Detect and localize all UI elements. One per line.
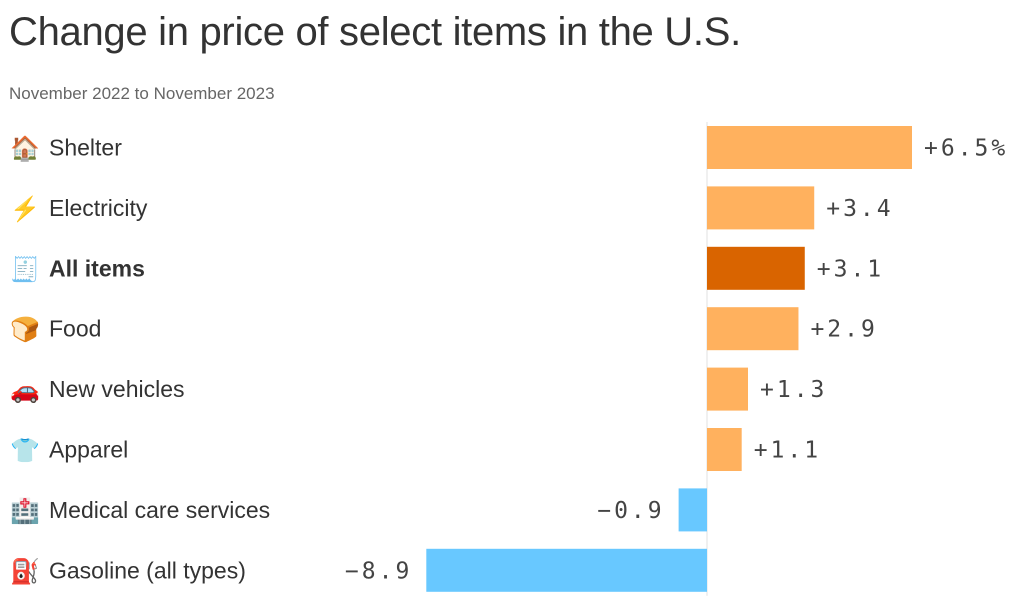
category-label: All items: [49, 255, 145, 281]
bar-shelter: [707, 126, 912, 169]
value-label: +1.1: [754, 438, 821, 464]
chart-subtitle: November 2022 to November 2023: [9, 84, 275, 103]
value-label: −0.9: [597, 498, 664, 524]
house-icon: 🏠: [10, 136, 40, 163]
category-label: Apparel: [49, 437, 128, 463]
bar-food: [707, 307, 799, 351]
category-label: Shelter: [49, 135, 122, 161]
category-label: Medical care services: [49, 497, 270, 523]
hospital-icon: 🏥: [10, 497, 40, 525]
value-label: +3.4: [826, 196, 893, 222]
bar-apparel: [707, 428, 742, 471]
category-label: Gasoline (all types): [49, 557, 246, 583]
receipt-icon: 🧾: [10, 255, 40, 283]
car-icon: 🚗: [10, 378, 40, 404]
value-label: +1.3: [760, 377, 827, 403]
fuel-pump-icon: ⛽: [10, 557, 40, 585]
value-label: +3.1: [817, 256, 884, 282]
bar-medical-care-services: [678, 488, 707, 532]
value-label: +6.5%: [924, 136, 1008, 162]
category-label: New vehicles: [49, 376, 185, 402]
bar-new-vehicles: [707, 367, 748, 411]
category-label: Electricity: [49, 195, 148, 221]
value-label: −8.9: [345, 558, 412, 584]
value-label: +2.9: [810, 317, 877, 343]
tshirt-icon: 👕: [10, 438, 40, 465]
bread-icon: 🍞: [10, 316, 40, 344]
category-label: Food: [49, 316, 101, 342]
bar-all-items: [707, 246, 805, 290]
bar-electricity: [707, 186, 815, 230]
bar-gasoline-all-types: [426, 548, 707, 592]
chart-title: Change in price of select items in the U…: [9, 10, 741, 54]
lightning-icon: ⚡: [10, 195, 40, 223]
